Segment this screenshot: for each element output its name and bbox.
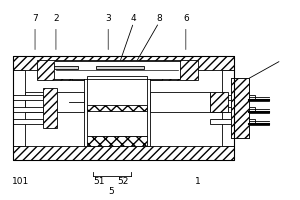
Bar	[222, 70, 234, 146]
Bar	[210, 119, 254, 124]
Bar	[210, 95, 254, 100]
Bar	[13, 107, 43, 112]
Bar	[87, 136, 147, 146]
Bar	[13, 146, 234, 160]
Text: 3: 3	[105, 14, 111, 23]
Text: 5: 5	[108, 187, 114, 196]
Bar	[150, 92, 210, 112]
Bar	[150, 74, 162, 80]
Bar	[84, 74, 150, 146]
Bar	[25, 92, 84, 112]
Bar	[87, 76, 147, 136]
Bar	[210, 107, 254, 112]
Bar	[13, 95, 43, 100]
Bar	[72, 74, 84, 80]
Bar	[54, 66, 78, 69]
Bar	[54, 61, 180, 79]
Text: 6: 6	[183, 14, 189, 23]
Text: 7: 7	[32, 14, 38, 23]
Bar	[13, 70, 25, 146]
Text: 52: 52	[117, 177, 129, 186]
Text: 2: 2	[53, 14, 59, 23]
Bar	[13, 119, 43, 124]
Bar	[54, 61, 180, 79]
Bar	[210, 92, 228, 112]
Bar	[231, 78, 248, 138]
Bar	[96, 66, 144, 69]
Text: 51: 51	[94, 177, 105, 186]
Bar	[37, 60, 198, 80]
Bar	[231, 78, 248, 138]
Text: 8: 8	[156, 14, 162, 23]
Bar	[87, 105, 147, 111]
Bar	[13, 56, 234, 70]
Text: 1: 1	[195, 177, 201, 186]
Text: 4: 4	[131, 14, 137, 23]
Text: 101: 101	[11, 177, 29, 186]
Bar	[43, 88, 57, 128]
Bar	[13, 56, 234, 160]
